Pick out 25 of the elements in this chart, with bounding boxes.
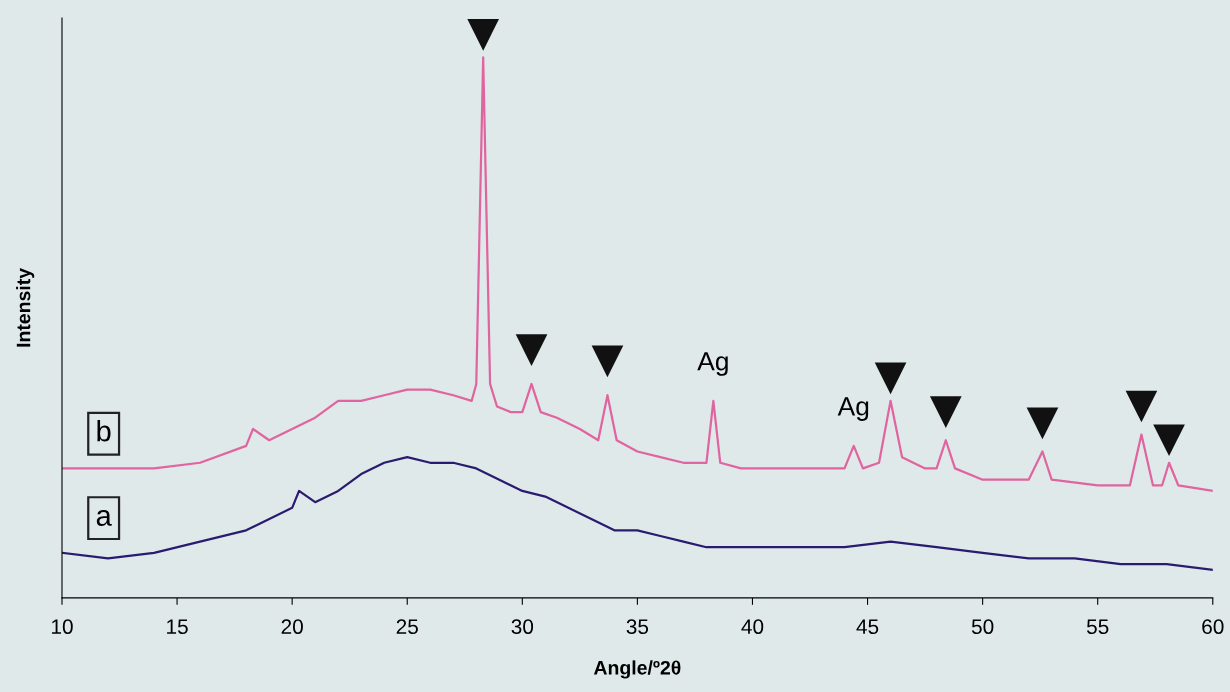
x-tick-label: 15 [167,619,188,635]
point [1125,390,1158,423]
annotation: Ag [697,352,728,376]
point [515,334,548,366]
point [591,345,624,378]
series-label: b [97,420,111,442]
x-tick-label: 60 [1202,619,1224,635]
x-tick-label: 20 [281,619,303,635]
point [929,396,962,428]
x-tick-label: 40 [741,619,764,635]
x-tick-label: 10 [52,619,73,635]
x-tick-label: 45 [856,619,879,635]
series-label: a [96,509,112,526]
point [874,362,907,395]
x-tick-label: 35 [626,619,649,635]
x-tick-label: 55 [1086,619,1109,635]
x-tick-label: 25 [396,619,418,635]
point [1153,424,1185,457]
x-tick-label: 50 [971,619,994,635]
annotation: Ag [837,397,869,421]
y-axis-title: Intensity [16,268,35,347]
x-axis-title: Angle/º2θ [593,660,681,679]
point [1026,407,1059,440]
point [467,19,500,51]
x-tick-label: 30 [511,619,534,635]
